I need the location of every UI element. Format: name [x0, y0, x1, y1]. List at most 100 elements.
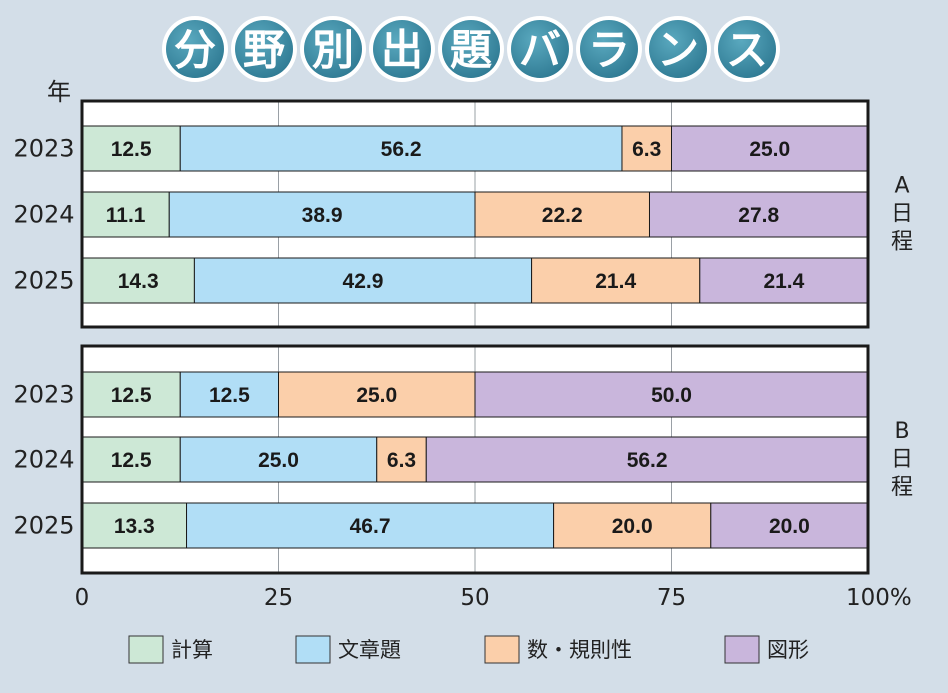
- title-char: ン: [645, 16, 711, 82]
- panel-label-char: A: [894, 174, 909, 199]
- title-char-circle: [442, 20, 500, 78]
- title-char: バ: [507, 16, 573, 82]
- bar-segment: [179, 371, 279, 418]
- bar-value-label: 21.4: [763, 270, 804, 293]
- legend-item: 数・規則性: [484, 635, 632, 664]
- title-char-circle: [304, 20, 362, 78]
- title-char-circle: [373, 20, 431, 78]
- bar-value-label: 25.0: [356, 384, 397, 407]
- bar-segment: [531, 257, 701, 304]
- legend: 計算 文章題 数・規則性 図形: [128, 635, 809, 664]
- legend-swatch: [128, 635, 164, 664]
- bar-segment: [81, 502, 188, 549]
- legend-item: 図形: [724, 635, 809, 664]
- panel-a: 2023 12.5 56.2 6.3 25.0 2024 11.1 38.9 22.2 27.8 2…: [13, 99, 913, 329]
- title-char-glyph: 分: [174, 26, 216, 75]
- panel-frame: [80, 99, 870, 329]
- x-tick-label: 0: [75, 585, 90, 611]
- bar-segment: [474, 191, 650, 238]
- panel-label-char: B: [894, 419, 909, 444]
- bar-value-label: 27.8: [738, 204, 779, 227]
- bar-segment: [648, 191, 869, 238]
- title-char-glyph: ス: [726, 26, 768, 75]
- panel-label-char: 日: [891, 447, 913, 472]
- title-char: 出: [369, 16, 435, 82]
- bar-value-label: 56.2: [381, 138, 422, 161]
- bar-value-label: 50.0: [651, 384, 692, 407]
- bar-segment: [81, 436, 181, 483]
- panel-label-char: 程: [891, 230, 913, 255]
- bar-segment: [193, 257, 533, 304]
- title-char-glyph: 出: [381, 26, 423, 75]
- legend-swatch: [295, 635, 331, 664]
- bar-value-label: 56.2: [627, 449, 668, 472]
- bar-segment: [278, 371, 476, 418]
- title-char: 分: [162, 16, 228, 82]
- panel-label-char: 程: [891, 475, 913, 500]
- x-tick-label: 50: [460, 585, 489, 611]
- bar-value-label: 12.5: [111, 449, 152, 472]
- title-char: ス: [714, 16, 780, 82]
- title-char: 野: [231, 16, 297, 82]
- bar-value-label: 6.3: [387, 449, 416, 472]
- x-tick-label: 75: [657, 585, 686, 611]
- bar-value-label: 21.4: [595, 270, 636, 293]
- bar-segment: [81, 257, 195, 304]
- title-char: 題: [438, 16, 504, 82]
- legend-label: 数・規則性: [527, 638, 632, 662]
- bar-segment: [710, 502, 869, 549]
- title-char: 別: [300, 16, 366, 82]
- bar-value-label: 42.9: [343, 270, 384, 293]
- title-char-glyph: バ: [519, 26, 561, 75]
- chart-title: 分野別出題バランス: [162, 16, 780, 82]
- bar-value-label: 12.5: [111, 384, 152, 407]
- bar-segment: [168, 191, 476, 238]
- legend-swatch: [484, 635, 520, 664]
- bar-value-label: 6.3: [632, 138, 661, 161]
- bar-value-label: 20.0: [769, 515, 810, 538]
- bar-value-label: 14.3: [118, 270, 159, 293]
- bar-value-label: 20.0: [612, 515, 653, 538]
- legend-item: 文章題: [295, 635, 401, 664]
- legend-swatch: [724, 635, 760, 664]
- year-label: 2024: [13, 446, 74, 474]
- bar-value-label: 13.3: [114, 515, 155, 538]
- bar-value-label: 11.1: [106, 204, 146, 227]
- title-char-glyph: ン: [657, 26, 699, 75]
- bar-segment: [474, 371, 869, 418]
- bar-value-label: 22.2: [542, 204, 583, 227]
- legend-item: 計算: [128, 635, 213, 664]
- title-char-circle: [166, 20, 224, 78]
- bar-segment: [81, 371, 181, 418]
- title-char: ラ: [576, 16, 642, 82]
- y-axis-label: 年: [47, 78, 71, 106]
- legend-label: 図形: [767, 638, 809, 662]
- title-char-circle: [235, 20, 293, 78]
- year-label: 2025: [13, 267, 74, 295]
- bar-segment: [376, 436, 427, 483]
- bar-segment: [699, 257, 869, 304]
- bar-value-label: 12.5: [209, 384, 250, 407]
- title-char-circle: [649, 20, 707, 78]
- bar-segment: [621, 125, 672, 172]
- title-char-glyph: 別: [312, 26, 354, 75]
- year-label: 2023: [13, 381, 74, 409]
- bar-segment: [179, 125, 623, 172]
- title-char-circle: [511, 20, 569, 78]
- year-label: 2023: [13, 135, 74, 163]
- bar-value-label: 46.7: [350, 515, 391, 538]
- legend-label: 計算: [171, 638, 213, 662]
- panel-b: 2023 12.5 12.5 25.0 50.0 2024 12.5 25.0 6.3 56.2 2…: [13, 344, 913, 575]
- x-tick-label: 100%: [846, 585, 912, 611]
- year-label: 2024: [13, 201, 74, 229]
- title-char-circle: [580, 20, 638, 78]
- title-char-glyph: 野: [243, 26, 285, 75]
- bar-value-label: 25.0: [749, 138, 790, 161]
- title-char-glyph: 題: [450, 26, 492, 75]
- bar-value-label: 38.9: [302, 204, 343, 227]
- bar-segment: [179, 436, 378, 483]
- title-char-circle: [718, 20, 776, 78]
- bar-segment: [81, 125, 181, 172]
